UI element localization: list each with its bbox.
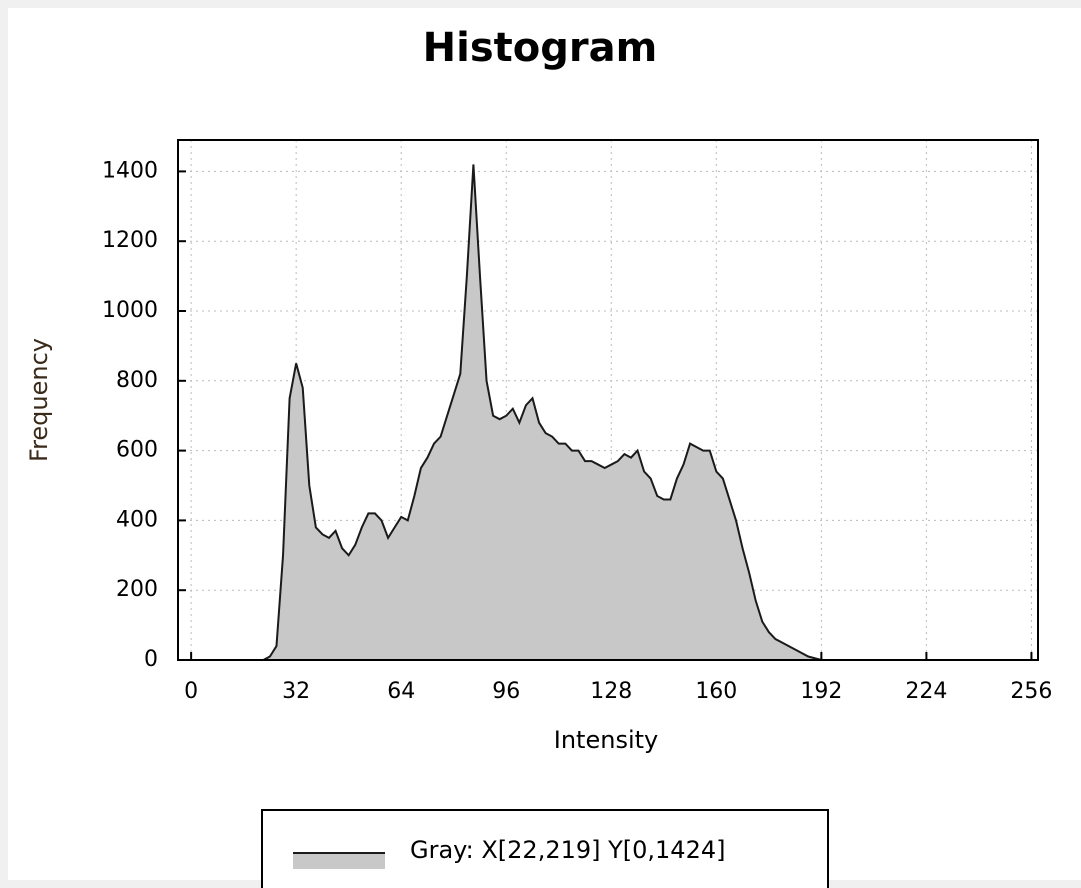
x-axis-label: Intensity (554, 726, 658, 754)
x-tick-label: 192 (800, 679, 842, 704)
x-tick-label: 128 (590, 679, 632, 704)
x-tick-label: 224 (905, 679, 947, 704)
y-tick-label: 600 (116, 438, 158, 463)
y-tick-label: 400 (116, 507, 158, 532)
area-line (256, 164, 848, 661)
chart-title: Histogram (423, 25, 658, 71)
x-tick-label: 64 (387, 679, 415, 704)
x-tick-label: 0 (184, 679, 198, 704)
legend-swatch (293, 853, 385, 869)
x-tick-label: 160 (695, 679, 737, 704)
area (256, 164, 848, 660)
y-axis-label: Frequency (25, 338, 53, 462)
y-tick-label: 1000 (102, 298, 158, 323)
y-tick-label: 1400 (102, 158, 158, 183)
y-tick-label: 800 (116, 368, 158, 393)
x-tick-label: 32 (282, 679, 310, 704)
y-tick-label: 0 (144, 647, 158, 672)
y-tick-label: 1200 (102, 228, 158, 253)
plot-frame (177, 139, 1039, 661)
y-tick-label: 200 (116, 577, 158, 602)
legend-label: Gray: X[22,219] Y[0,1424] (410, 836, 725, 864)
legend-box (261, 809, 829, 888)
x-tick-label: 96 (492, 679, 520, 704)
x-tick-label: 256 (1010, 679, 1052, 704)
